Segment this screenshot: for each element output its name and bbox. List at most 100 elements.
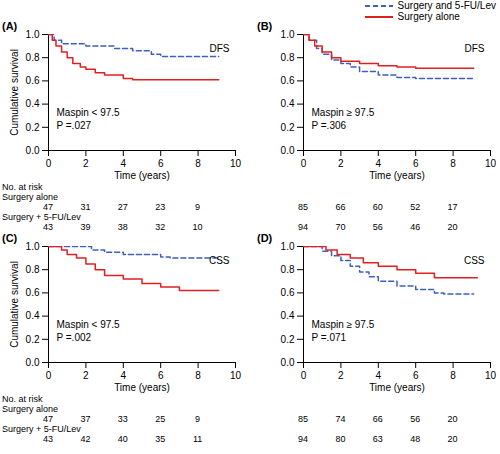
svg-text:Cumulative survival: Cumulative survival	[9, 261, 20, 348]
svg-text:4: 4	[376, 158, 382, 169]
svg-text:4: 4	[121, 370, 127, 381]
svg-text:0.4: 0.4	[26, 310, 40, 321]
svg-text:Maspin < 97.5P =.002: Maspin < 97.5P =.002	[57, 319, 121, 343]
svg-text:0.0: 0.0	[281, 357, 295, 368]
svg-text:8: 8	[195, 158, 201, 169]
svg-text:4: 4	[376, 370, 382, 381]
svg-text:DFS: DFS	[465, 43, 485, 54]
html-text:39: 39	[80, 222, 91, 232]
html-text:47: 47	[43, 414, 53, 424]
svg-text:6: 6	[158, 158, 164, 169]
html-text:60: 60	[372, 202, 383, 212]
svg-text:0.6: 0.6	[26, 287, 40, 298]
html-text:Surgery alone: Surgery alone	[2, 192, 58, 202]
svg-text:2: 2	[83, 370, 89, 381]
svg-text:0: 0	[301, 370, 307, 381]
html-text:25: 25	[155, 414, 166, 424]
html-text:42: 42	[80, 434, 91, 444]
svg-text:10: 10	[485, 158, 497, 169]
html-text:43: 43	[43, 434, 53, 444]
html-text:Surgery + 5-FU/Lev: Surgery + 5-FU/Lev	[2, 212, 81, 222]
svg-text:10: 10	[230, 158, 242, 169]
svg-text:6: 6	[413, 158, 419, 169]
svg-text:CSS: CSS	[464, 255, 485, 266]
html-text:40: 40	[117, 434, 128, 444]
svg-text:0.2: 0.2	[26, 334, 40, 345]
svg-text:10: 10	[230, 370, 242, 381]
svg-text:Time (years): Time (years)	[369, 170, 425, 181]
svg-text:0.4: 0.4	[26, 98, 40, 109]
html-text:94: 94	[298, 222, 308, 232]
svg-text:10: 10	[485, 370, 497, 381]
html-text:(B): (B)	[257, 20, 273, 32]
html-text:27: 27	[117, 202, 128, 212]
svg-text:0.0: 0.0	[26, 145, 40, 156]
svg-text:CSS: CSS	[209, 255, 230, 266]
svg-text:Maspin ≥ 97.5P =.306: Maspin ≥ 97.5P =.306	[312, 107, 375, 131]
svg-text:1.0: 1.0	[281, 241, 295, 252]
html-text:23: 23	[155, 202, 166, 212]
svg-text:1.0: 1.0	[26, 241, 40, 252]
html-text:32: 32	[155, 222, 166, 232]
svg-text:0.0: 0.0	[281, 145, 295, 156]
svg-text:0.4: 0.4	[281, 310, 295, 321]
svg-text:8: 8	[195, 370, 201, 381]
svg-text:Time (years): Time (years)	[114, 170, 170, 181]
svg-text:0.8: 0.8	[281, 264, 295, 275]
html-text:43: 43	[43, 222, 53, 232]
svg-text:Maspin < 97.5P =.027: Maspin < 97.5P =.027	[57, 107, 121, 131]
svg-text:4: 4	[121, 158, 127, 169]
svg-text:0.6: 0.6	[281, 75, 295, 86]
svg-text:2: 2	[338, 158, 344, 169]
svg-text:0.8: 0.8	[281, 52, 295, 63]
svg-text:8: 8	[450, 370, 456, 381]
svg-text:2: 2	[83, 158, 89, 169]
svg-text:0.2: 0.2	[281, 122, 295, 133]
html-text:38: 38	[117, 222, 128, 232]
html-text:31: 31	[80, 202, 91, 212]
html-text:33: 33	[117, 414, 128, 424]
svg-text:0.6: 0.6	[281, 287, 295, 298]
html-text:(D): (D)	[257, 232, 273, 244]
html-text:Surgery alone: Surgery alone	[2, 404, 58, 414]
svg-text:DFS: DFS	[210, 43, 230, 54]
svg-text:0.4: 0.4	[281, 98, 295, 109]
html-text:66: 66	[335, 202, 346, 212]
html-text:(C): (C)	[2, 232, 18, 244]
html-text:47: 47	[43, 202, 53, 212]
html-text:(A): (A)	[2, 20, 18, 32]
html-text:70: 70	[335, 222, 346, 232]
html-text:Surgery alone: Surgery alone	[397, 11, 460, 22]
svg-text:2: 2	[338, 370, 344, 381]
svg-text:1.0: 1.0	[281, 29, 295, 40]
svg-text:0.2: 0.2	[26, 122, 40, 133]
svg-text:6: 6	[413, 370, 419, 381]
html-text:56: 56	[372, 222, 383, 232]
svg-text:0.8: 0.8	[26, 264, 40, 275]
svg-text:0: 0	[301, 158, 307, 169]
svg-text:0.2: 0.2	[281, 334, 295, 345]
svg-text:8: 8	[450, 158, 456, 169]
svg-text:0.6: 0.6	[26, 75, 40, 86]
html-text:52: 52	[410, 202, 421, 212]
svg-text:Cumulative survival: Cumulative survival	[9, 49, 20, 136]
svg-text:Maspin ≥ 97.5P =.071: Maspin ≥ 97.5P =.071	[312, 319, 375, 343]
svg-text:Time (years): Time (years)	[369, 382, 425, 393]
html-text:20: 20	[447, 222, 458, 232]
svg-text:1.0: 1.0	[26, 29, 40, 40]
html-text:No. at risk: No. at risk	[2, 182, 43, 192]
html-text:85: 85	[298, 202, 308, 212]
svg-text:0: 0	[46, 158, 52, 169]
svg-text:Time (years): Time (years)	[114, 382, 170, 393]
html-text:No. at risk: No. at risk	[2, 394, 43, 404]
svg-text:0.8: 0.8	[26, 52, 40, 63]
html-text:37: 37	[80, 414, 91, 424]
html-text:17: 17	[447, 202, 458, 212]
html-text:46: 46	[410, 222, 421, 232]
html-text:10: 10	[192, 222, 203, 232]
svg-text:0: 0	[46, 370, 52, 381]
svg-text:0.0: 0.0	[26, 357, 40, 368]
html-text:Surgery + 5-FU/Lev: Surgery + 5-FU/Lev	[2, 424, 81, 434]
svg-text:6: 6	[158, 370, 164, 381]
html-text:Surgery and 5-FU/Lev: Surgery and 5-FU/Lev	[397, 0, 496, 11]
